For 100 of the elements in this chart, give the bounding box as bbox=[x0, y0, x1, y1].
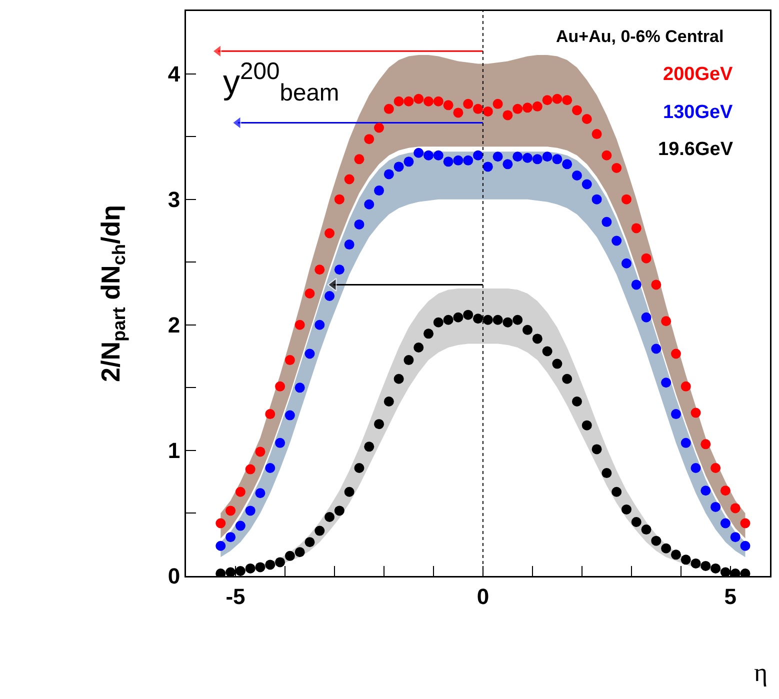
point bbox=[582, 420, 592, 430]
point bbox=[522, 324, 532, 335]
point bbox=[562, 95, 572, 106]
point bbox=[592, 194, 602, 204]
point bbox=[562, 159, 572, 170]
point bbox=[314, 264, 325, 275]
x-tick-label: 0 bbox=[476, 584, 490, 609]
point bbox=[621, 504, 632, 514]
point bbox=[453, 108, 464, 118]
y-tick-label: 1 bbox=[168, 438, 180, 464]
point bbox=[651, 344, 662, 354]
point bbox=[414, 342, 424, 352]
point bbox=[522, 102, 532, 113]
point bbox=[265, 560, 276, 570]
point bbox=[364, 199, 374, 210]
point bbox=[394, 374, 404, 384]
point bbox=[512, 104, 523, 114]
point bbox=[334, 194, 344, 204]
point bbox=[631, 223, 642, 234]
point bbox=[670, 348, 681, 359]
point bbox=[275, 557, 286, 568]
point bbox=[384, 104, 394, 114]
point bbox=[612, 486, 622, 497]
point bbox=[414, 94, 424, 104]
point bbox=[344, 174, 354, 184]
point bbox=[364, 134, 374, 144]
point bbox=[374, 186, 384, 196]
point bbox=[542, 152, 552, 162]
point bbox=[245, 506, 256, 516]
point bbox=[394, 162, 404, 172]
point bbox=[275, 438, 286, 448]
point bbox=[433, 150, 444, 160]
point bbox=[344, 486, 354, 497]
point bbox=[255, 562, 266, 572]
point bbox=[572, 105, 582, 116]
point bbox=[720, 518, 730, 528]
point bbox=[424, 150, 434, 160]
point bbox=[384, 396, 394, 406]
point bbox=[651, 536, 662, 546]
point bbox=[661, 316, 672, 326]
point bbox=[226, 532, 236, 542]
point bbox=[255, 446, 266, 457]
point bbox=[482, 162, 493, 172]
point bbox=[582, 179, 592, 190]
point bbox=[294, 382, 305, 393]
point bbox=[304, 288, 315, 298]
point bbox=[670, 409, 681, 420]
point bbox=[265, 409, 276, 420]
point bbox=[414, 148, 424, 158]
x-tick-label: -5 bbox=[226, 584, 246, 609]
point bbox=[740, 540, 750, 551]
point bbox=[710, 463, 721, 474]
point bbox=[314, 526, 325, 536]
point bbox=[324, 512, 335, 522]
point bbox=[492, 314, 503, 325]
point bbox=[354, 219, 364, 230]
point bbox=[473, 104, 483, 114]
point bbox=[443, 314, 454, 325]
point bbox=[700, 486, 711, 496]
point bbox=[482, 106, 493, 116]
point bbox=[482, 314, 493, 325]
point bbox=[424, 96, 434, 106]
point bbox=[542, 95, 552, 106]
point bbox=[612, 162, 622, 173]
point bbox=[562, 374, 572, 384]
point bbox=[275, 381, 286, 392]
point bbox=[294, 320, 305, 330]
point bbox=[680, 438, 691, 448]
point bbox=[384, 169, 394, 180]
point bbox=[344, 240, 354, 250]
point bbox=[602, 468, 612, 478]
point bbox=[552, 358, 562, 369]
point bbox=[354, 154, 364, 164]
point bbox=[502, 110, 513, 120]
point bbox=[216, 540, 226, 551]
point bbox=[710, 502, 721, 512]
point bbox=[502, 159, 513, 170]
point bbox=[433, 96, 444, 106]
point bbox=[592, 129, 602, 140]
point bbox=[582, 114, 592, 124]
y-tick-label: 3 bbox=[168, 187, 180, 212]
point bbox=[334, 264, 344, 275]
point bbox=[612, 236, 622, 246]
point bbox=[661, 378, 672, 388]
point bbox=[670, 550, 681, 560]
point bbox=[255, 488, 266, 498]
point bbox=[602, 216, 612, 227]
point bbox=[245, 563, 256, 574]
point bbox=[621, 194, 632, 204]
point bbox=[572, 170, 582, 180]
point bbox=[235, 486, 246, 497]
point bbox=[680, 381, 691, 392]
point bbox=[680, 554, 691, 565]
point bbox=[602, 150, 612, 160]
point bbox=[720, 567, 730, 576]
point bbox=[542, 346, 552, 356]
point bbox=[453, 155, 464, 166]
point bbox=[740, 518, 750, 528]
point bbox=[730, 503, 740, 514]
point bbox=[324, 291, 335, 302]
